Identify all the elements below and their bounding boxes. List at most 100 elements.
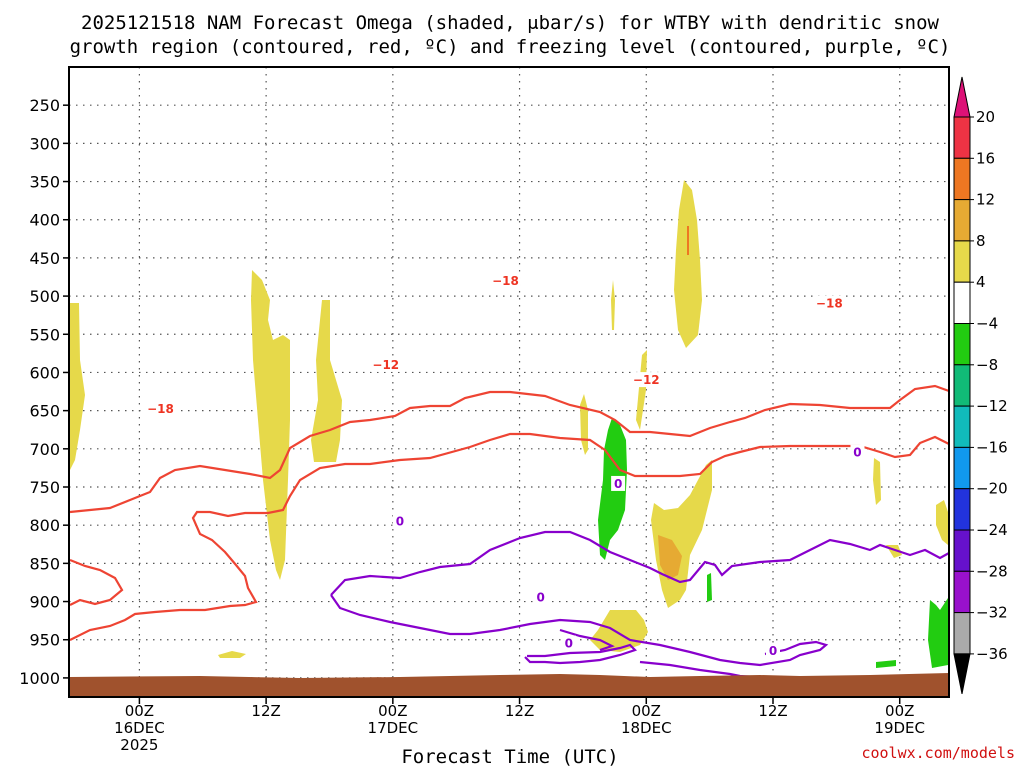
freezing-contour-label: 0 [537, 591, 545, 605]
pressure-tick-label: 1000 [19, 669, 60, 688]
colorbar-segment [953, 199, 971, 242]
freezing-contour-label: 0 [396, 514, 404, 528]
colorbar-tick-label: 8 [976, 232, 986, 250]
colorbar-segment [953, 116, 971, 159]
colorbar-tick-label: −20 [976, 480, 1008, 498]
pressure-tick-label: 350 [29, 173, 60, 192]
omega-colorbar: 20 16 12 8 4 −4 −8 −12 −16 −20 −24 −28 −32 −36 [953, 76, 1008, 694]
omega-region-yellow [311, 300, 342, 462]
colorbar-segment [953, 612, 971, 655]
dgz-contour-label: −12 [633, 373, 660, 387]
terrain-surface [70, 673, 949, 697]
pressure-tick-label: 850 [29, 554, 60, 573]
colorbar-segment [953, 323, 971, 366]
contour-label-bg [392, 513, 407, 529]
colorbar-tick-label: −24 [976, 521, 1008, 539]
time-tick-label: 12Z [758, 702, 787, 720]
omega-region-yellow [70, 303, 85, 470]
dgz-contour-minus12 [69, 432, 950, 641]
dgz-contour-minus18-loop [69, 558, 124, 606]
colorbar-segment [953, 529, 971, 572]
omega-region-green [707, 573, 712, 602]
pressure-tick-label: 650 [29, 402, 60, 421]
dgz-contour-label: −18 [492, 274, 519, 288]
freezing-contour-surface [524, 643, 638, 665]
omega-region-yellow [674, 180, 702, 348]
freezing-contour-label: 0 [769, 644, 777, 658]
pressure-tick-label: 750 [29, 478, 60, 497]
plot-frame [68, 66, 950, 698]
contour-label-bg [766, 643, 780, 659]
colorbar-segment [953, 157, 971, 201]
pressure-tick-label: 400 [29, 211, 60, 230]
dgz-contour-label: −18 [816, 297, 843, 311]
colorbar-segment [953, 405, 971, 448]
colorbar-segment [953, 446, 971, 490]
freezing-contour-lower [330, 594, 829, 667]
contour-label-bg [611, 475, 626, 491]
credit-text: coolwx.com/models [861, 744, 1015, 762]
omega-region-yellow [611, 280, 615, 330]
omega-region-orange [658, 535, 682, 580]
pressure-tick-label: 600 [29, 363, 60, 382]
contour-labels: −18 −18 −18 −12 −12 0 0 0 0 0 0 [145, 272, 865, 659]
time-tick-label: 00Z [885, 702, 914, 720]
time-tick-label: 00Z [632, 702, 661, 720]
freezing-contour-label: 0 [853, 446, 861, 460]
freezing-contour-label: 0 [614, 477, 622, 491]
time-tick-label: 2025 [120, 736, 158, 754]
time-tick-label: 17DEC [368, 719, 419, 737]
time-tick-label: 00Z [125, 702, 154, 720]
pressure-tick-label: 950 [29, 631, 60, 650]
colorbar-tick-label: −28 [976, 562, 1008, 580]
colorbar-tick-label: −16 [976, 438, 1008, 456]
time-tick-label: 12Z [505, 702, 534, 720]
contour-label-bg [490, 272, 521, 288]
time-tick-label: 18DEC [621, 719, 672, 737]
pressure-tick-label: 550 [29, 325, 60, 344]
colorbar-segment [953, 281, 971, 325]
pressure-tick-label: 500 [29, 287, 60, 306]
freezing-contour-surface3 [559, 628, 615, 652]
contour-label-bg [561, 635, 576, 651]
pressure-tick-label: 700 [29, 440, 60, 459]
colorbar-tick-label: −12 [976, 397, 1008, 415]
colorbar-segment [953, 364, 971, 407]
pressure-tick-label: 250 [29, 96, 60, 115]
freezing-contour-main [330, 530, 950, 596]
omega-region-yellow [636, 350, 647, 430]
colorbar-tick-label: −4 [976, 315, 998, 333]
colorbar-tick-label: −8 [976, 356, 998, 374]
contour-label-bg [814, 295, 845, 311]
pressure-axis: 250 300 350 400 450 500 550 600 650 700 750 800 850 9… [19, 96, 69, 688]
omega-region-yellow [873, 458, 881, 505]
colorbar-tick-label: 20 [976, 108, 995, 126]
colorbar-top-arrow [953, 76, 971, 118]
pressure-tick-label: 800 [29, 516, 60, 535]
colorbar-tick-label: 16 [976, 149, 995, 167]
colorbar-segment [953, 488, 971, 531]
plot-area [69, 67, 949, 697]
chart-title-line2: growth region (contoured, red, ºC) and f… [70, 36, 951, 58]
time-tick-label: 19DEC [874, 719, 925, 737]
colorbar-tick-label: 12 [976, 191, 995, 209]
pressure-tick-label: 300 [29, 134, 60, 153]
omega-region-green [876, 660, 896, 668]
dgz-contour-label: −18 [147, 402, 174, 416]
omega-region-yellow [936, 500, 948, 545]
omega-region-green [928, 598, 948, 668]
dgz-contours [69, 384, 950, 641]
omega-region-yellow [251, 270, 290, 580]
colorbar-segment [953, 570, 971, 614]
freezing-contour-label: 0 [565, 637, 573, 651]
contour-label-bg [631, 372, 662, 388]
dgz-contour-minus18 [69, 384, 950, 514]
colorbar-segment [953, 240, 971, 283]
time-tick-label: 00Z [378, 702, 407, 720]
colorbar-tick-label: 4 [976, 273, 986, 291]
colorbar-tick-label: −36 [976, 645, 1008, 663]
dgz-contour-label: −12 [372, 358, 399, 372]
contour-label-bg [145, 401, 176, 417]
